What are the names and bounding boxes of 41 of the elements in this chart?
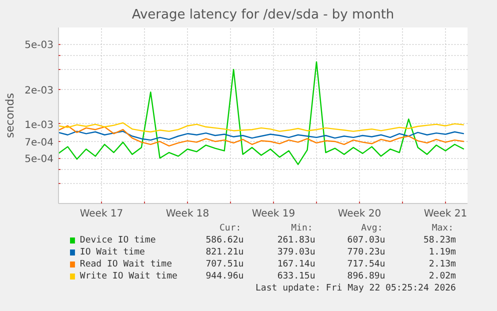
text: 167.14u	[277, 260, 316, 270]
text: 379.03u	[277, 248, 316, 258]
line-series	[58, 122, 465, 132]
y-tick-label: 7e-04	[24, 137, 54, 148]
text: Max:	[432, 224, 454, 234]
y-tick-label: 2e-03	[24, 86, 54, 97]
legend-label: Write IO Wait time	[80, 272, 178, 282]
chart-title: Average latency for /dev/sda - by month	[132, 8, 394, 22]
y-tick-label: 5e-03	[24, 40, 54, 52]
text: 633.15u	[277, 272, 316, 282]
legend-label: Device IO time	[80, 236, 156, 246]
x-tick-label: Week 17	[80, 208, 124, 220]
text: 607.03u	[347, 236, 386, 246]
text: Min:	[291, 224, 313, 234]
text: 896.89u	[347, 272, 386, 282]
x-tick-label: Week 20	[338, 208, 382, 220]
y-tick-label: 1e-03	[24, 120, 54, 131]
text: 2.13m	[428, 260, 456, 270]
text: 944.96u	[206, 272, 244, 282]
text: 586.62u	[206, 236, 244, 246]
legend-label: IO Wait time	[80, 248, 145, 258]
x-tick-label: Week 18	[166, 208, 210, 220]
text: 717.54u	[347, 260, 386, 270]
text: 261.83u	[277, 236, 316, 246]
text: 770.23u	[347, 248, 386, 258]
line-series	[58, 130, 465, 141]
x-tick-label: Week 21	[424, 208, 468, 220]
text: 2.02m	[428, 272, 456, 282]
text: 821.21u	[206, 248, 244, 258]
y-axis-title: seconds	[4, 92, 17, 138]
x-tick-label: Week 19	[252, 208, 296, 220]
text: 1.19m	[428, 248, 456, 258]
text: Avg:	[361, 224, 383, 234]
y-tick-label: 5e-04	[24, 154, 54, 166]
text: 58.23m	[423, 236, 456, 246]
legend-label: Read IO Wait time	[80, 260, 172, 270]
text: Last update: Fri May 22 05:25:24 2026	[255, 284, 456, 294]
line-series	[58, 125, 465, 147]
text: Cur:	[220, 224, 242, 234]
line-series	[58, 61, 465, 166]
text: 707.51u	[206, 260, 244, 270]
